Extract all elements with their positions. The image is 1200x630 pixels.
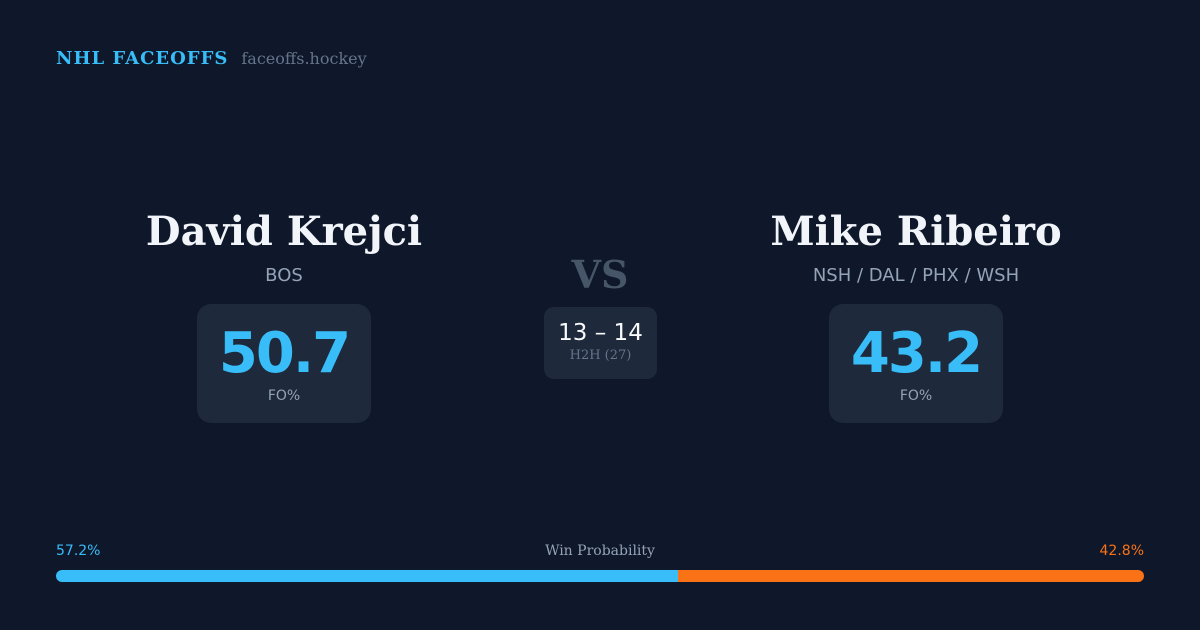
faceoff-pct-label: FO%: [899, 387, 933, 404]
brand-header: NHL FACEOFFS faceoffs.hockey: [56, 48, 367, 69]
right-probability-segment: [678, 570, 1144, 582]
right-win-probability: 42.8%: [1099, 543, 1144, 559]
player-name: David Krejci: [145, 208, 423, 255]
left-win-probability: 57.2%: [56, 543, 101, 559]
head-to-head-card: 13 – 14 H2H (27): [544, 307, 657, 379]
win-probability-bar: [56, 570, 1144, 582]
faceoff-pct-value: 43.2: [850, 320, 983, 386]
win-probability-labels: 57.2% Win Probability 42.8%: [56, 543, 1144, 563]
player-right: Mike Ribeiro NSH / DAL / PHX / WSH 43.2 …: [716, 205, 1116, 423]
h2h-label: H2H (27): [569, 348, 632, 363]
site-url: faceoffs.hockey: [241, 49, 367, 68]
faceoff-pct-value: 50.7: [218, 320, 351, 386]
player-team: NSH / DAL / PHX / WSH: [812, 265, 1020, 286]
left-probability-segment: [56, 570, 679, 582]
faceoff-pct-card: 43.2 FO%: [829, 304, 1003, 423]
player-team: BOS: [265, 265, 303, 286]
faceoff-pct-label: FO%: [267, 387, 301, 404]
brand-name: NHL FACEOFFS: [56, 48, 229, 69]
h2h-score: 13 – 14: [558, 320, 643, 346]
win-probability-title: Win Probability: [545, 543, 655, 559]
player-left: David Krejci BOS 50.7 FO%: [84, 205, 484, 423]
player-name: Mike Ribeiro: [770, 208, 1062, 255]
faceoff-pct-card: 50.7 FO%: [197, 304, 371, 423]
versus-label: VS: [571, 252, 629, 297]
